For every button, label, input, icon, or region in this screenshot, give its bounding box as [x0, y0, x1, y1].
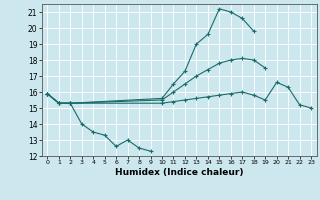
X-axis label: Humidex (Indice chaleur): Humidex (Indice chaleur) [115, 168, 244, 177]
